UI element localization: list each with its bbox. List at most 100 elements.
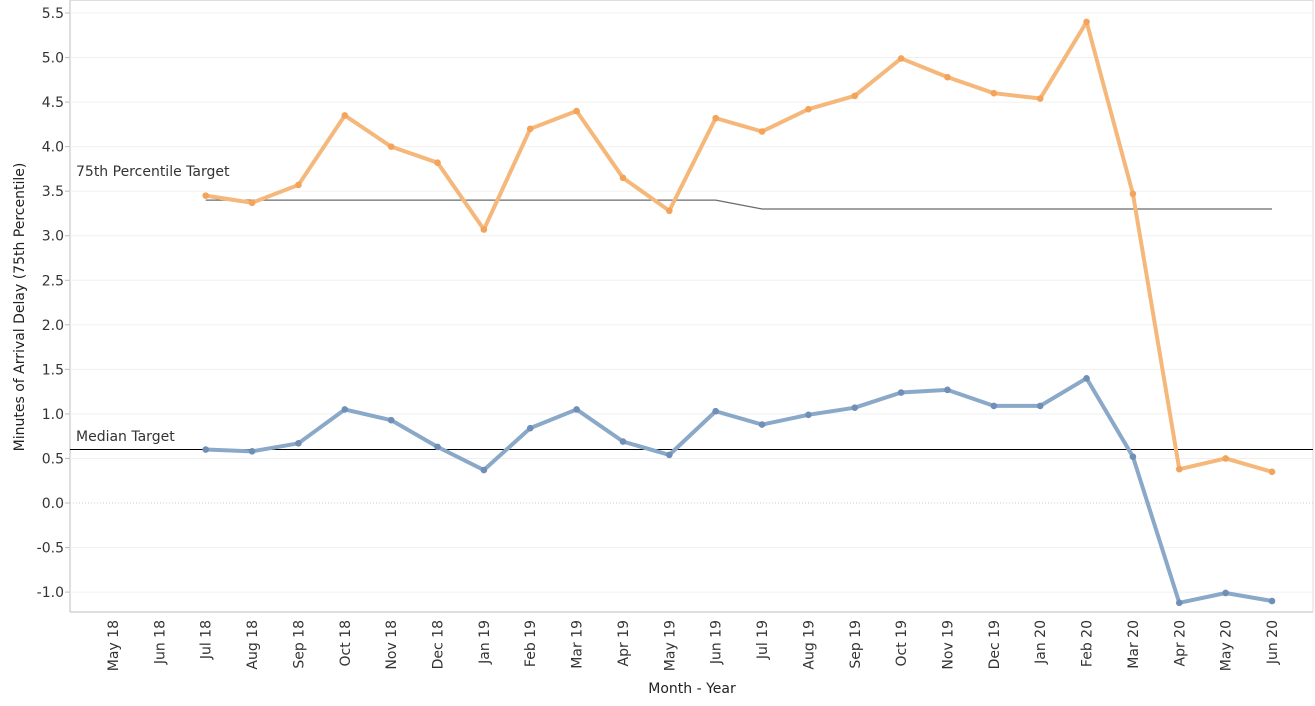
series-point-1 <box>897 389 905 396</box>
series-point-0 <box>712 114 719 122</box>
x-axis-title: Month - Year <box>648 681 736 697</box>
series-point-1 <box>805 411 812 419</box>
y-tick-label: 5.5 <box>42 6 64 22</box>
x-axis-ticks: May 18 Jun 18 Jul 18 Aug 18 Sep 18 Oct 18 Nov … <box>106 620 1281 671</box>
series-point-0 <box>480 226 488 233</box>
x-tick-label: Jun 19 <box>709 620 725 665</box>
series-point-1 <box>573 406 580 413</box>
series-point-1 <box>990 402 998 410</box>
series-point-1 <box>480 466 488 474</box>
series-point-0 <box>573 107 580 115</box>
series-point-0 <box>1175 465 1183 473</box>
series-group <box>202 18 1276 607</box>
series-point-1 <box>248 448 256 455</box>
series-point-1 <box>1129 453 1137 460</box>
x-tick-label: Nov 18 <box>384 620 400 670</box>
series-point-1 <box>1036 402 1044 410</box>
y-tick-label: 5.0 <box>42 51 64 67</box>
series-point-0 <box>897 55 905 62</box>
median-target-label: Median Target <box>76 429 175 445</box>
x-tick-label: Jul 18 <box>199 620 215 660</box>
y-tick-label: -0.5 <box>37 541 64 557</box>
x-tick-label: Apr 20 <box>1172 620 1188 666</box>
y-tick-label: 2.0 <box>42 318 64 334</box>
series-point-0 <box>434 159 441 166</box>
series-line-1 <box>203 376 1274 605</box>
series-line-0 <box>203 19 1274 474</box>
percentile-target-label: 75th Percentile Target <box>76 164 230 180</box>
series-point-1 <box>341 406 349 413</box>
series-point-0 <box>758 128 766 135</box>
series-point-1 <box>434 443 441 451</box>
series-point-0 <box>990 89 998 97</box>
gridlines <box>69 0 1314 613</box>
series-point-0 <box>944 73 951 81</box>
x-tick-label: Jan 19 <box>477 620 493 665</box>
y-tick-label: -1.0 <box>37 585 64 601</box>
x-tick-label: Sep 19 <box>848 620 864 669</box>
reference-lines <box>70 199 1313 451</box>
y-axis-ticks: 5.5 5.0 4.5 4.0 3.5 3.0 2.5 2.0 1.5 1.0 0.5 0.0 -0.5… <box>37 6 70 601</box>
x-tick-label: Mar 19 <box>570 620 586 669</box>
x-tick-label: Dec 18 <box>431 620 447 669</box>
series-point-1 <box>1083 374 1090 382</box>
x-tick-label: May 19 <box>662 620 678 671</box>
y-tick-label: 0.5 <box>42 451 64 467</box>
x-tick-label: Dec 19 <box>987 620 1003 669</box>
x-tick-label: Sep 18 <box>291 620 307 669</box>
y-tick-label: 4.0 <box>42 140 64 156</box>
y-tick-label: 4.5 <box>42 95 64 111</box>
series-point-0 <box>1129 190 1137 198</box>
series-point-0 <box>1083 18 1090 26</box>
x-tick-label: Oct 19 <box>894 620 910 666</box>
y-axis-title: Minutes of Arrival Delay (75th Percentil… <box>12 163 28 452</box>
series-point-0 <box>387 143 395 150</box>
series-point-0 <box>202 192 210 199</box>
series-point-1 <box>526 424 534 432</box>
x-tick-label: May 18 <box>106 620 122 671</box>
series-point-1 <box>712 407 719 415</box>
x-tick-label: Jan 20 <box>1033 620 1049 665</box>
series-point-0 <box>666 207 673 215</box>
x-tick-label: May 20 <box>1219 620 1235 671</box>
y-tick-label: 1.5 <box>42 362 64 378</box>
series-point-1 <box>387 416 395 424</box>
x-tick-label: Aug 18 <box>245 620 261 670</box>
x-tick-label: Jun 18 <box>152 620 168 665</box>
y-tick-label: 2.5 <box>42 273 64 289</box>
y-tick-label: 3.5 <box>42 184 64 200</box>
series-point-1 <box>944 386 951 394</box>
x-tick-label: Nov 19 <box>940 620 956 670</box>
series-point-0 <box>619 174 627 182</box>
series-point-0 <box>1222 455 1229 462</box>
x-tick-label: Jun 20 <box>1265 620 1281 665</box>
series-point-0 <box>526 125 534 133</box>
series-point-1 <box>202 446 210 453</box>
y-tick-label: 1.0 <box>42 407 64 423</box>
series-point-1 <box>619 438 627 445</box>
x-tick-label: Feb 20 <box>1080 620 1096 667</box>
series-point-0 <box>248 199 256 207</box>
series-point-0 <box>1036 95 1044 102</box>
series-point-0 <box>295 181 302 189</box>
y-tick-label: 0.0 <box>42 496 64 512</box>
series-point-1 <box>1175 599 1183 607</box>
series-point-0 <box>341 112 349 119</box>
percentile-target-line <box>205 199 1272 210</box>
series-point-0 <box>805 105 812 113</box>
series-point-1 <box>666 451 673 459</box>
x-tick-label: Jul 19 <box>755 620 771 660</box>
x-tick-label: Oct 18 <box>338 620 354 666</box>
series-point-1 <box>1268 597 1276 605</box>
x-tick-label: Aug 19 <box>801 620 817 670</box>
x-tick-label: Apr 19 <box>616 620 632 666</box>
y-tick-label: 3.0 <box>42 229 64 245</box>
series-point-0 <box>1268 468 1276 476</box>
series-point-1 <box>295 440 302 447</box>
series-point-1 <box>758 421 766 428</box>
series-point-1 <box>1222 589 1229 597</box>
series-point-1 <box>851 404 859 411</box>
x-tick-label: Mar 20 <box>1126 620 1142 669</box>
series-point-0 <box>851 92 859 100</box>
